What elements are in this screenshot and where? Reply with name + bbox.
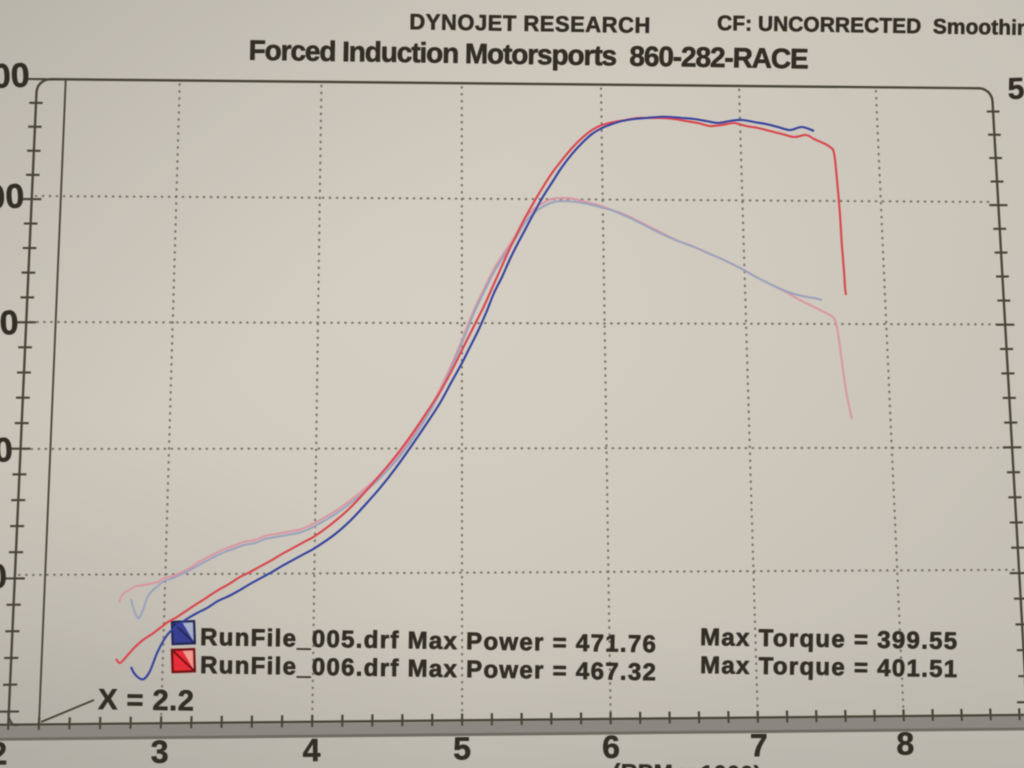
svg-text:6: 6 bbox=[602, 729, 620, 765]
svg-text:200: 200 bbox=[0, 431, 13, 471]
svg-text:5: 5 bbox=[453, 730, 471, 766]
svg-text:500: 500 bbox=[1007, 71, 1024, 106]
svg-text:300: 300 bbox=[0, 304, 19, 344]
svg-text:X = 2.2: X = 2.2 bbox=[98, 684, 195, 718]
svg-text:400: 400 bbox=[0, 177, 25, 217]
svg-text:7: 7 bbox=[750, 727, 768, 763]
svg-text:Forced Induction Motorsports: Forced Induction Motorsports 860-282-RAC… bbox=[248, 35, 808, 75]
svg-text:4: 4 bbox=[303, 732, 321, 768]
svg-text:500: 500 bbox=[0, 57, 30, 97]
svg-text:100: 100 bbox=[0, 558, 8, 598]
svg-text:Max Torque = 399.55: Max Torque = 399.55 bbox=[700, 624, 959, 655]
svg-text:3: 3 bbox=[151, 734, 169, 768]
svg-text:CF: UNCORRECTED Smoothing: CF: UNCORRECTED Smoothing bbox=[717, 12, 1024, 40]
svg-text:RunFile_006.drf Max Power = 46: RunFile_006.drf Max Power = 467.32 bbox=[200, 652, 657, 686]
svg-text:(RPM x 1000): (RPM x 1000) bbox=[612, 759, 762, 768]
svg-text:8: 8 bbox=[896, 726, 914, 762]
svg-text:DYNOJET RESEARCH: DYNOJET RESEARCH bbox=[409, 9, 651, 38]
svg-text:2: 2 bbox=[0, 735, 7, 768]
svg-text:Max Torque = 401.51: Max Torque = 401.51 bbox=[700, 652, 959, 683]
